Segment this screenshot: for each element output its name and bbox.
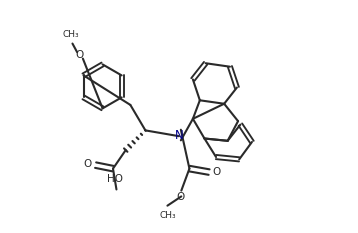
Text: N: N <box>175 129 184 142</box>
Text: O: O <box>76 50 84 60</box>
Text: CH₃: CH₃ <box>62 30 79 39</box>
Text: CH₃: CH₃ <box>159 211 176 220</box>
Text: HO: HO <box>107 174 123 184</box>
Text: O: O <box>176 192 184 202</box>
Text: O: O <box>212 167 221 177</box>
Text: O: O <box>83 159 91 169</box>
